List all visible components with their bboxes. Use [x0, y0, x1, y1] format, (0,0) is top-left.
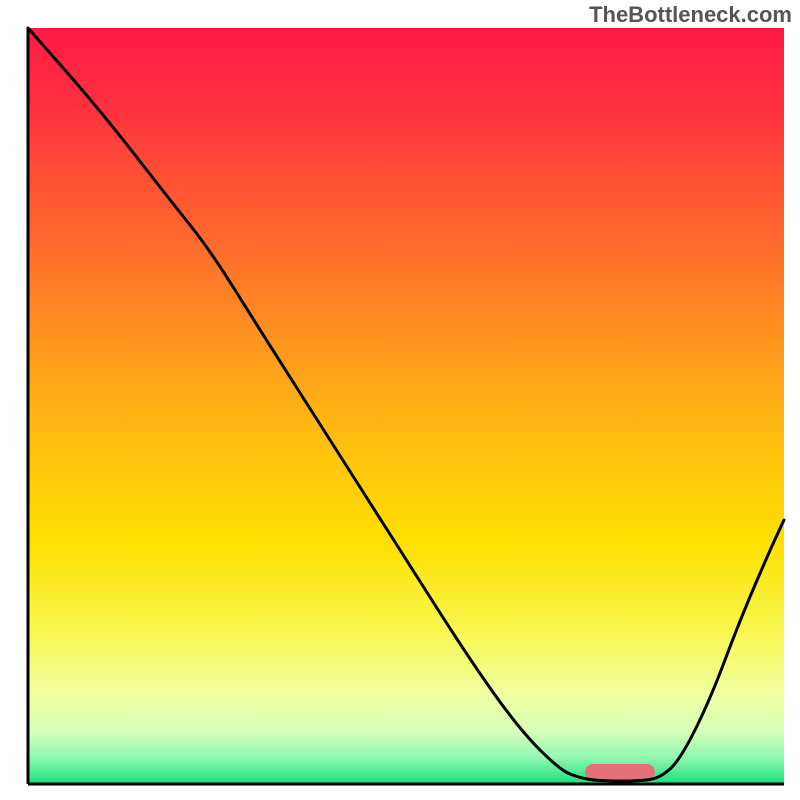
- gradient-background: [28, 28, 784, 784]
- optimum-marker: [585, 764, 655, 780]
- bottleneck-chart: [0, 0, 800, 800]
- chart-container: TheBottleneck.com: [0, 0, 800, 800]
- watermark-text: TheBottleneck.com: [589, 2, 792, 28]
